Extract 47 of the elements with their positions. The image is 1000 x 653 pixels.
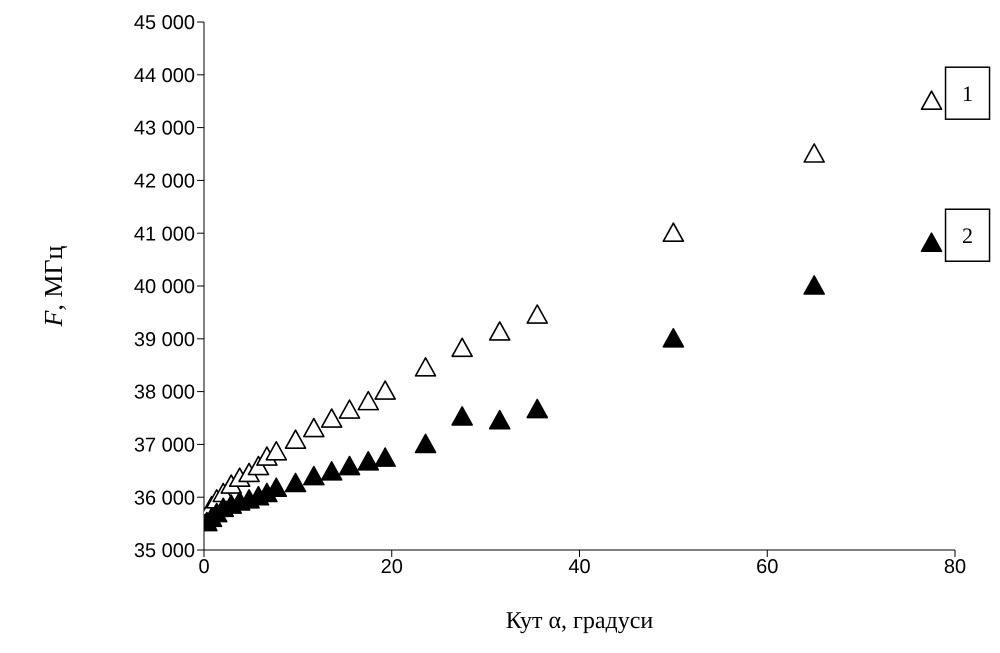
y-tick-label: 42 000: [134, 170, 195, 192]
point: [662, 328, 684, 348]
y-tick-label: 36 000: [134, 487, 195, 510]
point: [662, 222, 684, 242]
point: [338, 399, 360, 419]
y-tick-label: 43 000: [134, 118, 195, 140]
series-label: 2: [962, 223, 974, 248]
y-tick-label: 38 000: [134, 382, 195, 404]
point: [414, 357, 436, 377]
point: [451, 406, 473, 426]
point: [303, 418, 325, 438]
point: [320, 408, 342, 428]
y-axis-title: F, МГц: [39, 245, 68, 328]
point: [526, 398, 548, 418]
point: [451, 338, 473, 358]
point: [920, 232, 942, 252]
x-tick-label: 20: [380, 556, 403, 578]
y-tick-label: 44 000: [134, 64, 195, 87]
y-tick-label: 39 000: [134, 328, 195, 351]
point: [803, 143, 825, 163]
point: [374, 447, 396, 467]
point: [320, 461, 342, 481]
point: [357, 451, 380, 471]
point: [338, 456, 360, 476]
y-tick-label: 41 000: [134, 223, 195, 246]
point: [488, 321, 511, 341]
point: [803, 275, 825, 295]
x-axis-title: Кут α, градуси: [506, 608, 654, 634]
point: [414, 434, 436, 454]
y-tick-label: 35 000: [134, 540, 195, 562]
x-tick-label: 0: [198, 556, 210, 578]
x-tick-label: 80: [944, 556, 966, 578]
y-tick-label: 37 000: [134, 434, 195, 456]
y-tick-label: 40 000: [134, 276, 195, 298]
point: [920, 90, 942, 110]
point: [488, 410, 511, 430]
point: [526, 304, 548, 324]
x-tick-label: 60: [756, 556, 778, 578]
series-label: 1: [962, 81, 974, 106]
x-tick-label: 40: [568, 556, 591, 578]
point: [265, 440, 288, 461]
point: [284, 429, 306, 449]
y-tick-label: 45 000: [134, 12, 195, 34]
point: [284, 472, 306, 492]
point: [357, 390, 380, 410]
point: [374, 380, 396, 400]
point: [303, 466, 325, 486]
